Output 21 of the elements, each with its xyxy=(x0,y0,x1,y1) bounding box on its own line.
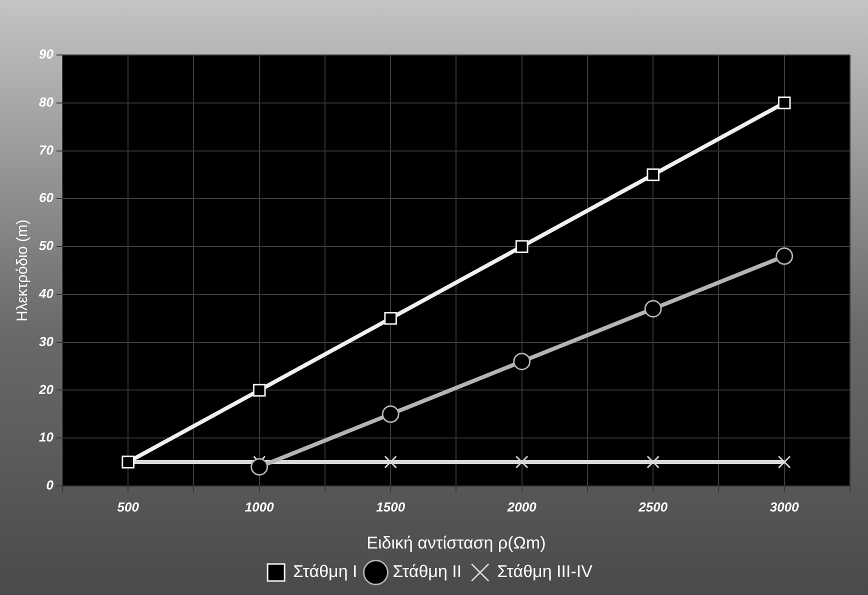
y-tick-label: 40 xyxy=(38,286,54,302)
legend-label: Στάθμη I xyxy=(293,562,358,582)
y-tick-label: 0 xyxy=(46,478,54,493)
x-tick-label: 2500 xyxy=(638,499,668,514)
y-tick-label: 60 xyxy=(38,190,54,206)
y-tick-label: 80 xyxy=(38,94,54,110)
x-axis-title: Ειδική αντίσταση ρ(Ωm) xyxy=(366,533,546,552)
y-axis-title: Ηλεκτρόδιο (m) xyxy=(14,220,32,322)
y-tick-label: 70 xyxy=(38,142,54,158)
x-tick-label: 1000 xyxy=(244,499,275,514)
x-tick-label: 1500 xyxy=(376,499,406,514)
y-tick-label: 30 xyxy=(38,334,54,349)
legend-label: Στάθμη III-IV xyxy=(497,562,594,582)
y-tick-label: 10 xyxy=(38,430,54,445)
y-tick-label: 20 xyxy=(38,382,54,397)
y-tick-label: 90 xyxy=(38,46,54,62)
x-tick-label: 500 xyxy=(117,499,140,514)
x-tick-label: 2000 xyxy=(506,499,538,514)
x-tick-label: 3000 xyxy=(770,499,800,514)
y-tick-label: 50 xyxy=(38,238,54,254)
legend-label: Στάθμη II xyxy=(392,562,462,582)
